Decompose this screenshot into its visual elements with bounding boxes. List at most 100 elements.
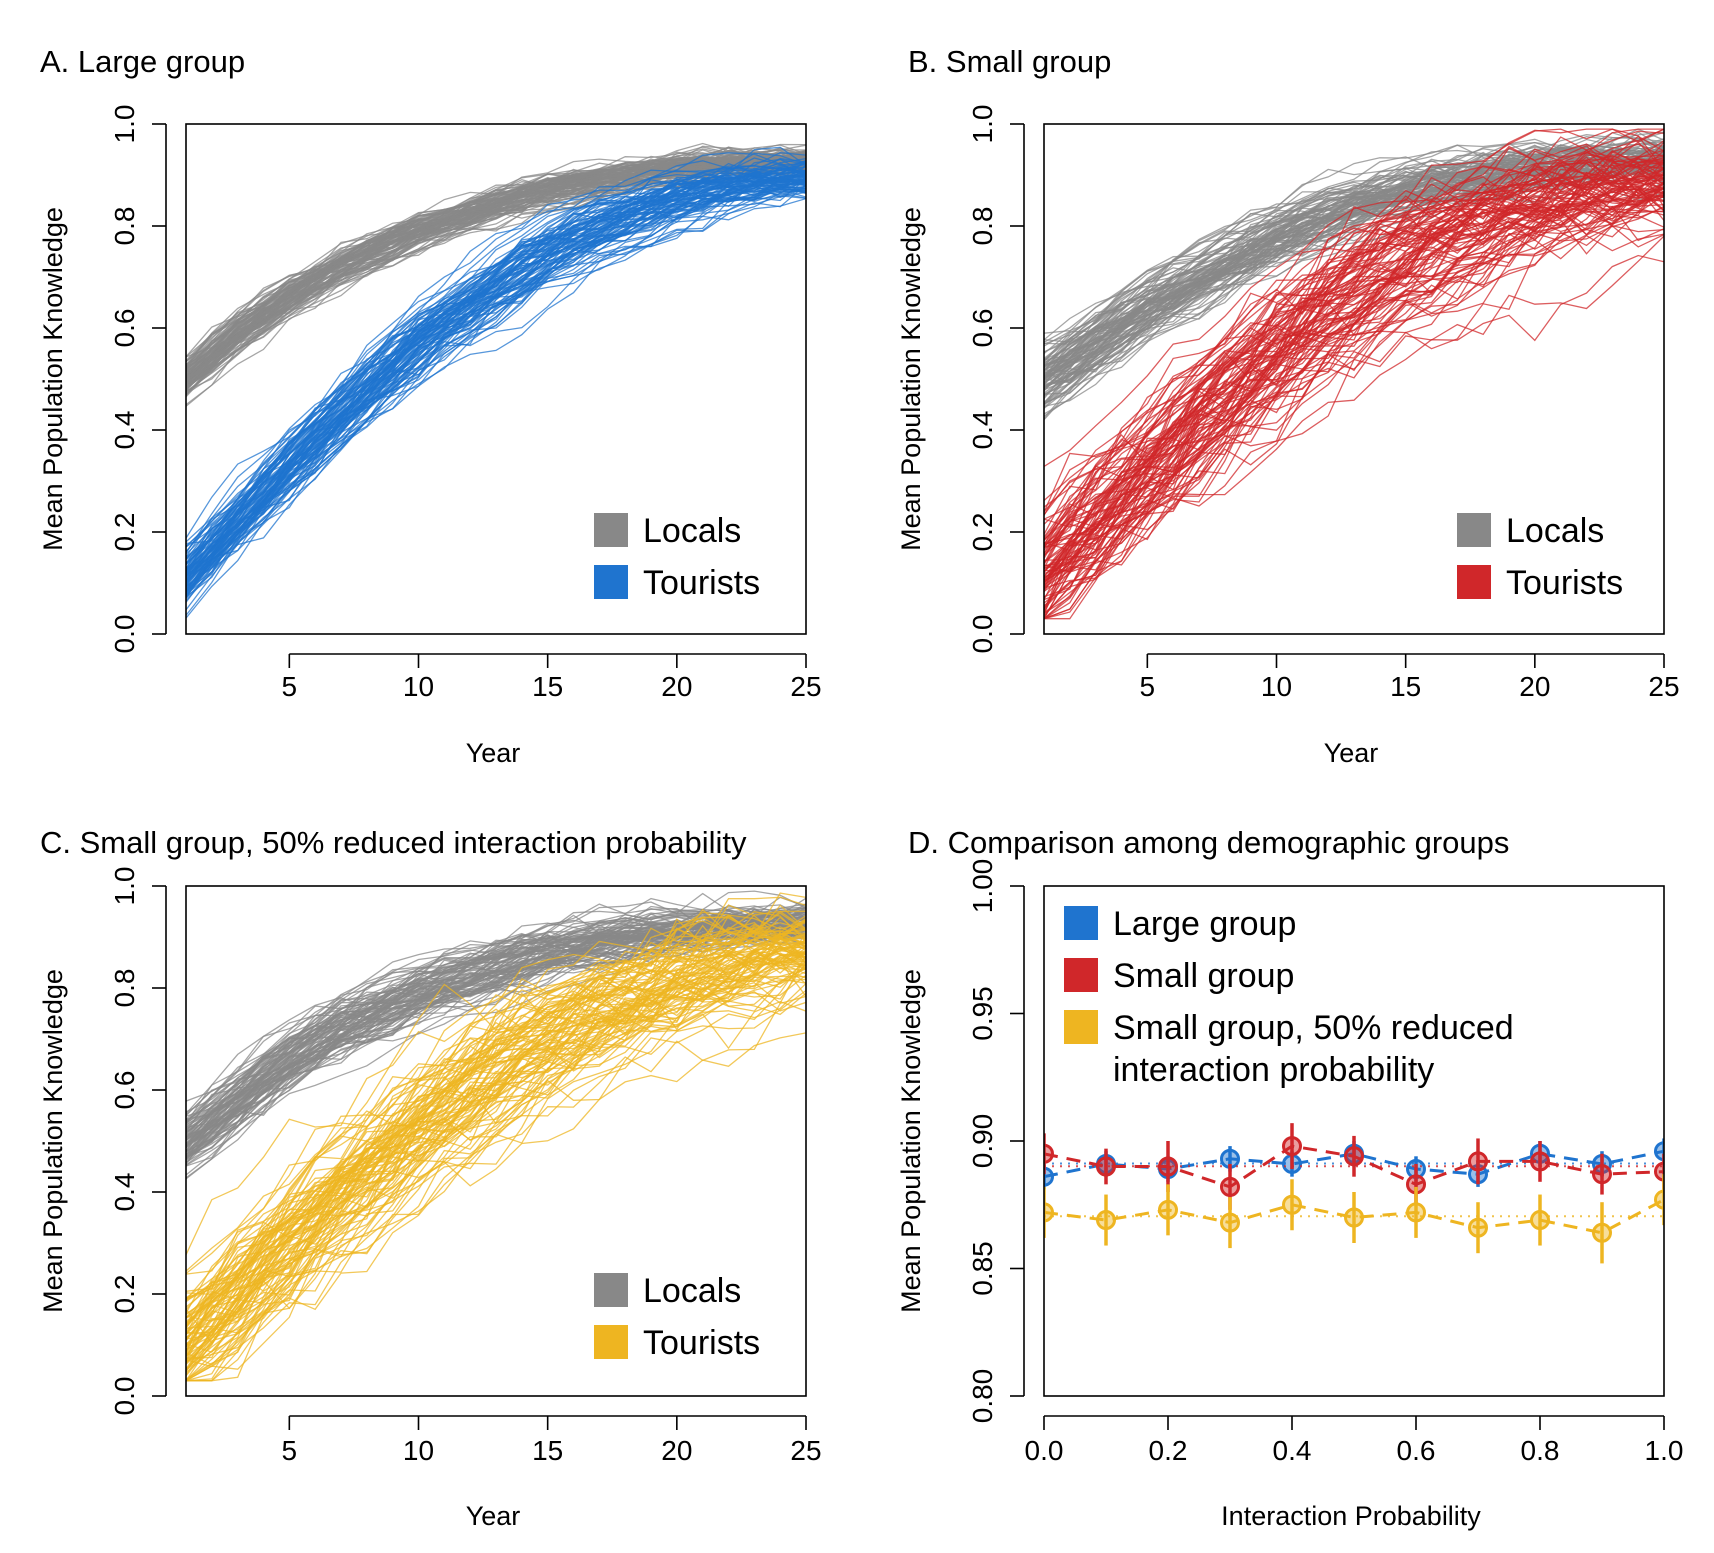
series-run-line bbox=[186, 911, 806, 1301]
data-point bbox=[1044, 1143, 1054, 1164]
series-run-line bbox=[1044, 186, 1664, 569]
data-point bbox=[1468, 1151, 1488, 1172]
series-run-line bbox=[1044, 173, 1664, 542]
series-run-line bbox=[186, 917, 806, 1272]
series-run-line bbox=[1044, 134, 1664, 363]
legend-label: Tourists bbox=[643, 1324, 760, 1362]
y-tick-label: 0.2 bbox=[109, 1275, 140, 1314]
series-run-line bbox=[1044, 179, 1664, 588]
series-run-line bbox=[1044, 168, 1664, 573]
series-run-line bbox=[1044, 235, 1664, 591]
series-run-line bbox=[1044, 144, 1664, 367]
series-run-line bbox=[1044, 205, 1664, 545]
x-tick-label: 15 bbox=[532, 1435, 563, 1466]
series-run-line bbox=[186, 951, 806, 1382]
y-tick-label: 0.85 bbox=[967, 1241, 998, 1296]
series-run-line bbox=[186, 911, 806, 1113]
series-run-line bbox=[1044, 128, 1664, 508]
data-point bbox=[1282, 1136, 1302, 1157]
series-run-line bbox=[186, 149, 806, 369]
series-run-line bbox=[1044, 163, 1664, 614]
panel-c: C. Small group, 50% reduced interaction … bbox=[38, 825, 822, 1531]
series-run-line bbox=[186, 179, 806, 565]
x-tick-label: 10 bbox=[1261, 671, 1292, 702]
y-tick-label: 0.0 bbox=[967, 615, 998, 654]
series-locals bbox=[1044, 128, 1664, 421]
legend-item: Tourists bbox=[594, 564, 760, 602]
series-run-line bbox=[1044, 194, 1664, 607]
series-run-line bbox=[186, 908, 806, 1314]
series-run-line bbox=[186, 152, 806, 548]
y-tick-label: 0.90 bbox=[967, 1114, 998, 1169]
panel-a: A. Large group 0.0 0.2 0.4 0.6 0.8 1.0 5 10 15 20 2… bbox=[38, 44, 822, 768]
series-run-line bbox=[186, 920, 806, 1159]
plot-data bbox=[186, 890, 806, 1382]
series-run-line bbox=[186, 185, 806, 594]
series-run-line bbox=[186, 942, 806, 1366]
panel-b: B. Small group 0.0 0.2 0.4 0.6 0.8 1.0 5 10 15 20 2… bbox=[896, 44, 1680, 768]
x-tick-label: 0.0 bbox=[1025, 1435, 1064, 1466]
data-point bbox=[1654, 1189, 1664, 1210]
legend-label: Small group bbox=[1113, 957, 1294, 995]
y-tick-label: 0.8 bbox=[109, 207, 140, 246]
x-tick-label: 20 bbox=[661, 671, 692, 702]
legend: Locals Tourists bbox=[594, 1272, 760, 1362]
series-run-line bbox=[186, 158, 806, 558]
series-run-line bbox=[186, 184, 806, 619]
series-run-line bbox=[186, 950, 806, 1361]
series-small-group bbox=[1044, 1123, 1664, 1210]
series-run-line bbox=[1044, 171, 1664, 538]
series-line bbox=[1044, 1198, 1664, 1235]
series-run-line bbox=[186, 183, 806, 588]
x-tick-label: 15 bbox=[1390, 671, 1421, 702]
legend-item: Small group bbox=[1064, 957, 1294, 995]
y-axis-label: Mean Population Knowledge bbox=[38, 969, 68, 1313]
x-tick-label: 5 bbox=[282, 671, 298, 702]
x-tick-label: 10 bbox=[403, 1435, 434, 1466]
data-point bbox=[1654, 1161, 1664, 1182]
legend-swatch bbox=[1064, 1010, 1098, 1044]
legend-item: Locals bbox=[1457, 512, 1604, 550]
series-run-line bbox=[186, 944, 806, 1322]
legend-swatch bbox=[1064, 958, 1098, 992]
y-axis-label: Mean Population Knowledge bbox=[38, 207, 68, 551]
legend-label: Locals bbox=[1506, 512, 1604, 550]
x-axis-label: Interaction Probability bbox=[1221, 1501, 1481, 1531]
data-point bbox=[1220, 1176, 1240, 1197]
legend-item: Small group, 50% reduced interaction prob… bbox=[1064, 1009, 1514, 1089]
data-point bbox=[1044, 1202, 1054, 1223]
series-run-line bbox=[186, 983, 806, 1348]
x-tick-label: 10 bbox=[403, 671, 434, 702]
y-tick-label: 1.0 bbox=[109, 105, 140, 144]
x-tick-label: 20 bbox=[1519, 671, 1550, 702]
series-run-line bbox=[186, 960, 806, 1354]
series-run-line bbox=[186, 938, 806, 1339]
legend-item: Locals bbox=[594, 512, 741, 550]
y-tick-label: 0.4 bbox=[109, 411, 140, 450]
x-tick-label: 20 bbox=[661, 1435, 692, 1466]
legend-item: Large group bbox=[1064, 905, 1296, 943]
series-run-line bbox=[186, 916, 806, 1324]
series-run-line bbox=[186, 179, 806, 570]
series-run-line bbox=[186, 175, 806, 565]
x-tick-label: 25 bbox=[1648, 671, 1679, 702]
x-tick-label: 0.2 bbox=[1149, 1435, 1188, 1466]
series-run-line bbox=[1044, 136, 1664, 501]
series-run-line bbox=[186, 974, 806, 1362]
legend-item: Tourists bbox=[594, 1324, 760, 1362]
series-run-line bbox=[1044, 210, 1664, 620]
series-run-line bbox=[186, 954, 806, 1382]
series-run-line bbox=[1044, 162, 1664, 573]
legend-label: Tourists bbox=[1506, 564, 1623, 602]
y-tick-label: 0.0 bbox=[109, 1377, 140, 1416]
series-run-line bbox=[186, 920, 806, 1256]
y-tick-label: 0.80 bbox=[967, 1369, 998, 1424]
y-tick-label: 0.4 bbox=[967, 411, 998, 450]
data-point bbox=[1592, 1164, 1612, 1185]
series-small-group-reduced bbox=[1044, 1174, 1664, 1264]
plot-frame bbox=[185, 885, 807, 1397]
series-tourists bbox=[1044, 128, 1664, 620]
series-run-line bbox=[186, 174, 806, 583]
